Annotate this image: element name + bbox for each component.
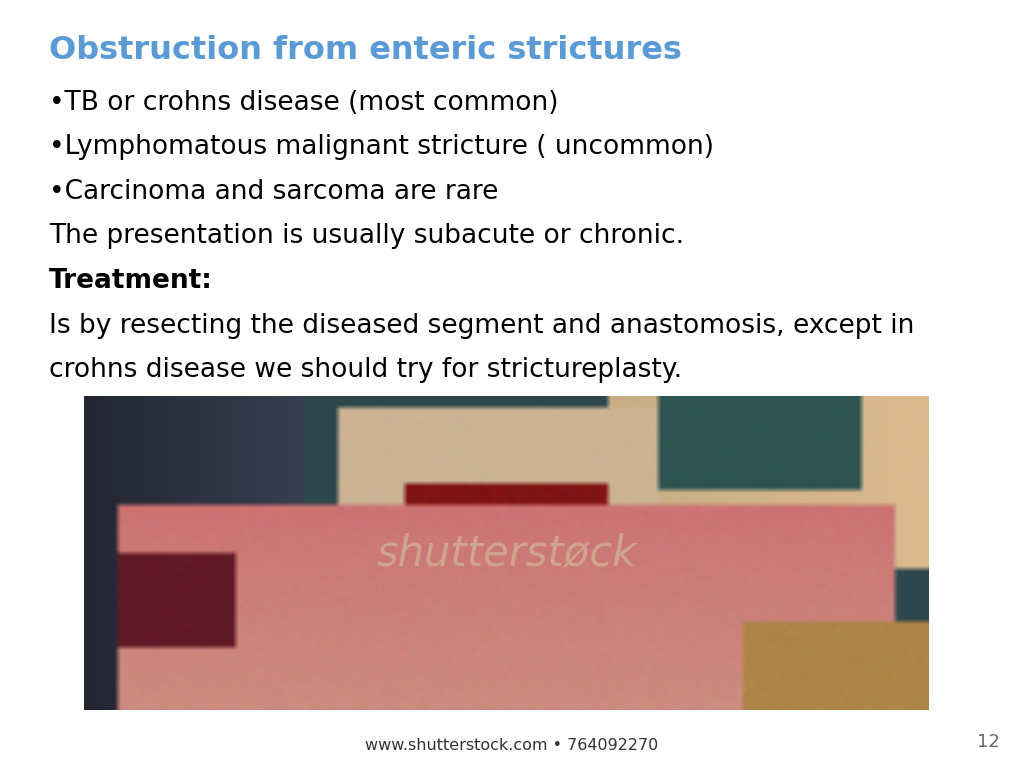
Text: 12: 12: [977, 733, 999, 751]
Text: Obstruction from enteric strictures: Obstruction from enteric strictures: [49, 35, 682, 65]
Text: •Carcinoma and sarcoma are rare: •Carcinoma and sarcoma are rare: [49, 179, 499, 205]
Text: •TB or crohns disease (most common): •TB or crohns disease (most common): [49, 90, 559, 116]
Text: shutterstøck: shutterstøck: [376, 532, 637, 574]
Text: •Lymphomatous malignant stricture ( uncommon): •Lymphomatous malignant stricture ( unco…: [49, 134, 714, 161]
Text: The presentation is usually subacute or chronic.: The presentation is usually subacute or …: [49, 223, 684, 250]
Text: Treatment:: Treatment:: [49, 268, 213, 294]
Text: crohns disease we should try for strictureplasty.: crohns disease we should try for strictu…: [49, 357, 682, 383]
Text: Is by resecting the diseased segment and anastomosis, except in: Is by resecting the diseased segment and…: [49, 313, 914, 339]
Text: www.shutterstock.com • 764092270: www.shutterstock.com • 764092270: [366, 737, 658, 753]
